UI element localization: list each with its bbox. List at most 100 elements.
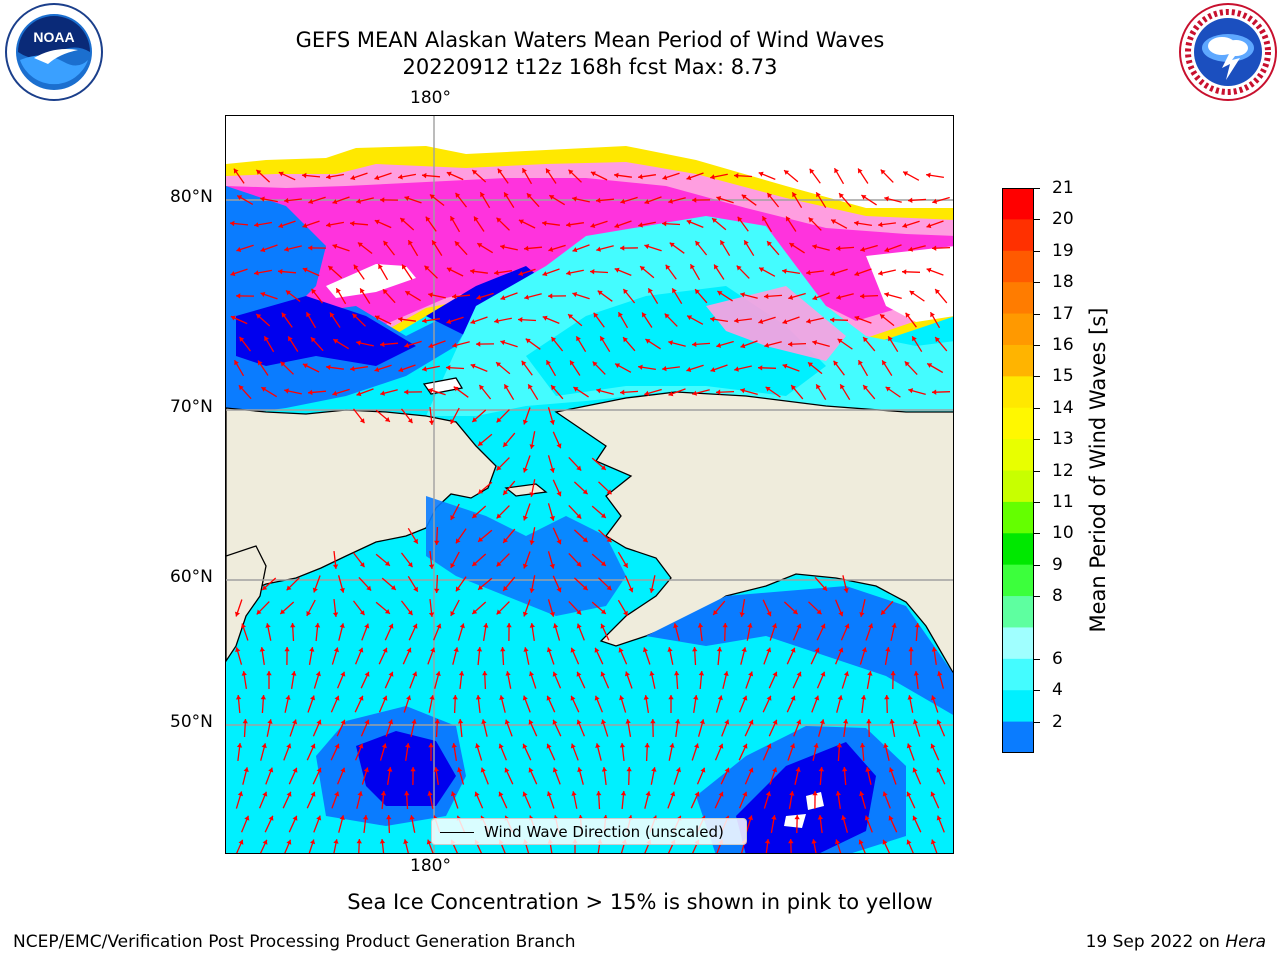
- wind-wave-arrowhead: [594, 647, 600, 653]
- wind-wave-arrowhead: [398, 174, 403, 180]
- wind-wave-arrowhead: [717, 695, 723, 701]
- wind-wave-arrowhead: [758, 171, 764, 177]
- colorbar-tick-label: 16: [1052, 334, 1074, 355]
- wind-wave-arrowhead: [566, 222, 571, 228]
- wind-wave-arrowhead: [651, 767, 657, 772]
- wind-wave-arrowhead: [816, 384, 821, 390]
- wind-wave-arrowhead: [576, 671, 582, 677]
- wind-wave-arrowhead: [866, 719, 872, 724]
- wind-wave-arrowhead: [789, 791, 795, 796]
- wind-wave-arrowhead: [734, 173, 739, 179]
- wind-wave-arrowhead: [265, 623, 271, 628]
- wind-wave-arrowhead: [908, 197, 913, 203]
- wind-wave-arrowhead: [478, 489, 484, 494]
- wind-wave-arrowhead: [912, 815, 918, 821]
- wind-wave-arrowhead: [470, 319, 476, 325]
- colorbar-tick-label: 4: [1052, 680, 1063, 701]
- map-canvas: [226, 116, 953, 853]
- wind-wave-arrowhead: [858, 839, 864, 845]
- wind-wave-arrowhead: [496, 561, 502, 567]
- wind-wave-arrowhead: [717, 291, 723, 296]
- wind-wave-arrowhead: [670, 791, 676, 797]
- wind-wave-arrowhead: [450, 419, 456, 424]
- wind-wave-arrowhead: [551, 337, 557, 342]
- wind-wave-arrowhead: [812, 340, 818, 346]
- wind-wave-arrowhead: [311, 288, 317, 294]
- wind-wave-arrowhead: [590, 171, 596, 177]
- wind-wave-arrowhead: [742, 743, 748, 749]
- wind-wave-arrowhead: [496, 362, 502, 367]
- colorbar-tick-label: 8: [1052, 586, 1063, 607]
- colorbar-tick-label: 9: [1052, 554, 1063, 575]
- wind-wave-arrowhead: [450, 216, 455, 222]
- wind-wave-arrowhead: [549, 467, 555, 473]
- wind-wave-arrowhead: [434, 588, 440, 593]
- wind-wave-arrowhead: [334, 791, 340, 797]
- wind-wave-arrowhead: [500, 340, 506, 346]
- wind-wave-arrowhead: [552, 719, 558, 725]
- colorbar-tick-label: 21: [1052, 178, 1074, 198]
- wind-wave-arrowhead: [542, 271, 548, 277]
- wind-wave-arrowhead: [316, 767, 322, 773]
- colorbar-tick-mark: [1034, 596, 1040, 598]
- wind-wave-arrowhead: [672, 288, 677, 294]
- wind-wave-arrowhead: [472, 513, 478, 518]
- wind-wave-arrowhead: [576, 719, 582, 725]
- colorbar-tick-mark: [1034, 690, 1040, 692]
- wind-wave-arrowhead: [806, 318, 811, 324]
- wind-wave-arrowhead: [909, 290, 915, 296]
- wind-wave-arrowhead: [772, 719, 778, 725]
- wind-wave-arrowhead: [674, 671, 680, 676]
- wind-wave-arrowhead: [819, 719, 825, 725]
- wind-wave-arrowhead: [766, 647, 772, 653]
- wind-wave-arrowhead: [693, 695, 699, 700]
- wind-wave-arrowhead: [818, 767, 824, 772]
- sea-ice-note: Sea Ice Concentration > 15% is shown in …: [347, 890, 933, 914]
- wind-wave-arrowhead: [529, 492, 535, 497]
- wind-wave-arrowhead: [480, 192, 485, 198]
- wind-wave-arrowhead: [861, 647, 867, 653]
- wind-wave-arrowhead: [695, 289, 700, 295]
- wind-wave-arrowhead: [264, 336, 269, 342]
- wind-wave-arrowhead: [374, 315, 380, 321]
- wind-wave-arrowhead: [453, 647, 459, 652]
- wind-wave-arrowhead: [913, 671, 919, 676]
- colorbar-tick-label: 19: [1052, 240, 1074, 261]
- wind-wave-arrowhead: [820, 623, 826, 629]
- wind-wave-arrowhead: [310, 839, 316, 845]
- lon-label-bottom: 180°: [410, 856, 451, 876]
- wind-wave-arrowhead: [692, 341, 697, 347]
- wind-wave-arrowhead: [859, 743, 866, 748]
- wind-wave-arrowhead: [310, 337, 316, 343]
- colorbar-tick-mark: [1034, 344, 1040, 346]
- wind-wave-arrowhead: [902, 269, 907, 275]
- wind-wave-arrowhead: [594, 695, 600, 701]
- wind-wave-arrowhead: [571, 791, 577, 796]
- wind-wave-arrowhead: [504, 767, 510, 773]
- wind-wave-arrowhead: [859, 612, 865, 617]
- wind-wave-arrowhead: [615, 363, 621, 369]
- wind-wave-arrowhead: [667, 647, 673, 652]
- wind-wave-arrowhead: [428, 420, 435, 425]
- wind-wave-arrowhead: [459, 623, 465, 629]
- wind-wave-arrowhead: [518, 271, 524, 276]
- wind-wave-arrowhead: [432, 240, 437, 246]
- wind-wave-arrowhead: [522, 791, 528, 797]
- wind-wave-arrowhead: [292, 767, 298, 773]
- colorbar-segment: [1002, 344, 1034, 377]
- wind-wave-arrowhead: [230, 220, 235, 227]
- wind-wave-arrowhead: [759, 267, 765, 273]
- wind-wave-arrowhead: [668, 340, 673, 346]
- wind-wave-arrowhead: [386, 815, 392, 820]
- wind-wave-arrowhead: [782, 363, 788, 369]
- wind-wave-arrowhead: [398, 367, 404, 373]
- colorbar-segment: [1002, 533, 1034, 566]
- wind-wave-arrowhead: [718, 743, 724, 749]
- wind-wave-arrowhead: [284, 388, 289, 394]
- wind-wave-arrowhead: [384, 609, 390, 614]
- noaa-logo: NOAA: [5, 3, 103, 101]
- colorbar-segment: [1002, 564, 1034, 597]
- wind-wave-arrowhead: [716, 389, 721, 395]
- wind-wave-arrowhead: [643, 695, 649, 700]
- wind-wave-arrowhead: [308, 198, 314, 204]
